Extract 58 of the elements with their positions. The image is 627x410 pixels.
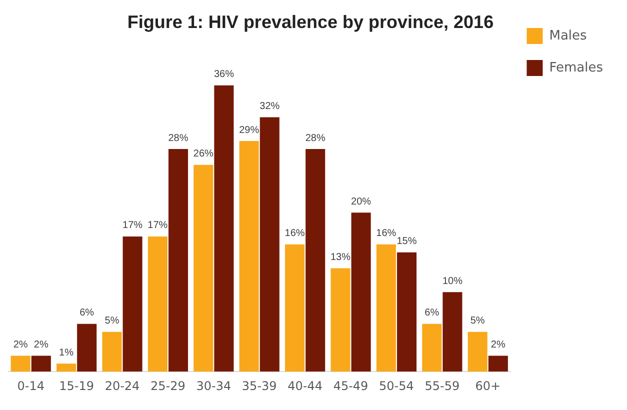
x-tick-label: 45-49 (333, 378, 368, 393)
x-tick-label: 50-54 (379, 378, 414, 393)
data-label: 15% (396, 236, 417, 248)
bar (468, 332, 488, 372)
bar (422, 324, 442, 372)
legend-label: Males (549, 28, 588, 44)
bar (56, 364, 76, 372)
bar (396, 252, 417, 372)
x-tick-label: 15-19 (59, 378, 94, 393)
data-label: 6% (80, 308, 94, 319)
x-tick-label: 30-34 (196, 378, 232, 393)
x-tick-label: 40-44 (288, 378, 322, 393)
data-label: 5% (470, 316, 485, 327)
bar (351, 212, 371, 372)
data-label: 5% (104, 316, 120, 327)
x-tick-label: 0-14 (17, 378, 44, 393)
data-label: 26% (193, 148, 214, 160)
x-tick-label: 60+ (475, 378, 501, 393)
bar (306, 149, 326, 372)
data-label: 2% (13, 339, 28, 350)
data-label: 10% (442, 276, 463, 287)
chart-title: Figure 1: HIV prevalence by province, 2016 (127, 12, 494, 32)
data-label: 20% (351, 196, 372, 208)
bar (239, 141, 259, 372)
data-label: 28% (168, 132, 188, 144)
data-label: 6% (424, 308, 440, 319)
bar (148, 236, 168, 372)
data-label: 16% (284, 228, 305, 240)
bar (77, 324, 97, 372)
data-label: 29% (239, 124, 260, 136)
bar (376, 244, 396, 372)
data-label: 1% (59, 347, 74, 358)
bar (122, 236, 142, 372)
x-tick-label: 20-24 (104, 378, 140, 393)
bar (285, 244, 305, 372)
bar (102, 332, 122, 372)
data-label: 36% (214, 69, 234, 80)
data-label: 13% (330, 252, 351, 263)
bar (260, 117, 280, 372)
bar (488, 356, 508, 372)
bar (31, 356, 51, 372)
data-label: 28% (305, 132, 326, 144)
bar (442, 292, 462, 372)
data-label: 32% (260, 100, 280, 112)
bar (10, 356, 30, 372)
data-label: 16% (376, 228, 396, 240)
bar (330, 268, 350, 372)
data-label: 2% (490, 339, 506, 350)
x-tick-label: 35-39 (242, 378, 277, 393)
x-tick-label: 55-59 (424, 378, 460, 393)
legend-label: Females (549, 60, 604, 76)
bar (168, 149, 188, 372)
bar (194, 164, 214, 372)
data-label: 2% (34, 339, 48, 350)
x-tick-label: 25-29 (150, 378, 186, 393)
data-label: 17% (148, 220, 168, 232)
data-label: 17% (122, 220, 143, 232)
bar (214, 85, 234, 372)
